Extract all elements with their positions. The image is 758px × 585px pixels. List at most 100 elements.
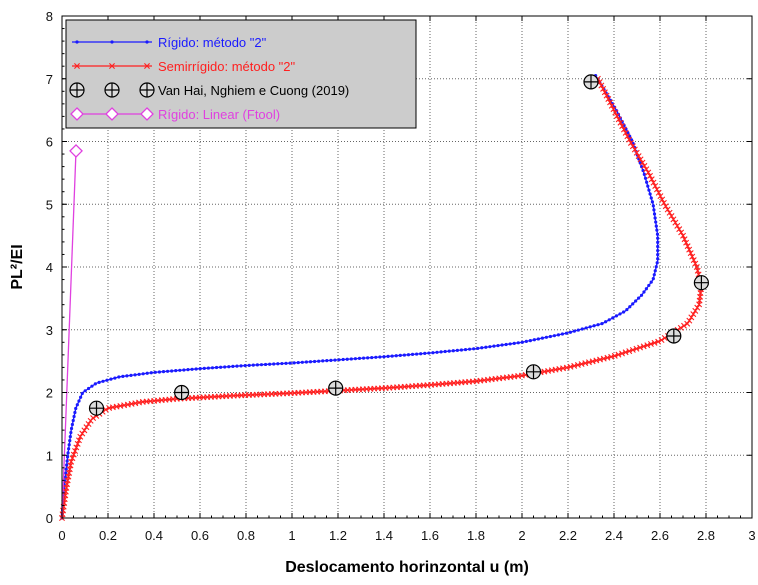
data-point (83, 389, 87, 393)
data-point (492, 344, 496, 348)
data-point (654, 220, 658, 224)
data-point (693, 264, 700, 271)
data-point (109, 63, 115, 69)
data-point (333, 358, 337, 362)
data-point (647, 341, 654, 348)
data-point (651, 277, 655, 281)
x-tick-label: 0.6 (191, 528, 209, 543)
x-tick-label: 0.4 (145, 528, 163, 543)
data-point (276, 362, 280, 366)
data-point (63, 475, 67, 479)
y-tick-label: 1 (46, 448, 53, 463)
data-point (74, 440, 81, 447)
reference-cross (140, 83, 154, 97)
legend-entry-2: Semirrígido: método "2" (72, 59, 296, 74)
reference-cross (666, 329, 681, 344)
data-point (345, 357, 349, 361)
data-point (219, 365, 223, 369)
data-point (635, 153, 642, 160)
x-tick-label: 3 (748, 528, 755, 543)
data-point (642, 172, 646, 176)
data-point (656, 236, 660, 240)
data-point (74, 406, 78, 411)
data-point (629, 143, 636, 150)
data-point (625, 307, 629, 312)
data-point (65, 463, 69, 467)
data-point (651, 204, 655, 208)
x-tick-label: 1.8 (467, 528, 485, 543)
data-point (402, 353, 406, 357)
y-tick-label: 2 (46, 386, 53, 401)
reference-cross (584, 74, 598, 89)
data-point (105, 378, 109, 382)
data-point (357, 356, 362, 361)
data-point (70, 422, 74, 427)
data-point (600, 322, 604, 326)
data-point (353, 357, 358, 361)
data-point (451, 349, 455, 353)
data-point (651, 339, 658, 346)
data-point (680, 232, 687, 239)
data-point (77, 399, 81, 403)
data-point (690, 311, 697, 318)
data-point (544, 335, 548, 339)
legend-label: Rígido: método "2" (158, 35, 267, 50)
data-point (349, 357, 353, 361)
data-point (637, 344, 644, 351)
data-point (652, 208, 656, 212)
data-point (656, 244, 660, 249)
data-point (317, 359, 321, 363)
data-point (210, 366, 215, 370)
data-point (419, 352, 423, 356)
data-point (659, 196, 666, 203)
reference-cross (694, 275, 709, 290)
data-point (552, 334, 557, 338)
data-point (636, 296, 641, 300)
data-point (227, 365, 231, 369)
data-point (268, 362, 272, 366)
data-point (690, 257, 697, 264)
data-point (536, 337, 540, 341)
data-point (688, 314, 695, 321)
data-point (633, 345, 640, 352)
data-point (644, 342, 651, 349)
data-point (617, 119, 624, 126)
y-tick-label: 8 (46, 9, 53, 24)
data-point (239, 364, 243, 368)
legend-label: Semirrígido: método "2" (158, 59, 296, 74)
x-tick-label: 0.8 (237, 528, 255, 543)
data-point (520, 340, 524, 344)
data-point (90, 415, 97, 422)
data-point (649, 280, 653, 284)
reference-cross (526, 364, 541, 379)
y-tick-label: 6 (46, 135, 53, 150)
data-point (560, 332, 565, 336)
legend: Rígido: método "2" Semirrígido: método "2… (65, 19, 417, 129)
data-point (67, 443, 71, 447)
data-point (431, 351, 435, 355)
data-point (670, 216, 677, 223)
data-point (642, 290, 646, 294)
data-point (650, 179, 657, 186)
data-point (140, 107, 154, 121)
data-point (223, 365, 227, 369)
data-point (144, 63, 150, 69)
data-point (145, 371, 149, 375)
data-point (378, 355, 382, 359)
reference-point (583, 74, 599, 90)
data-point (165, 369, 170, 373)
data-point (423, 351, 427, 355)
data-point (145, 40, 149, 44)
data-point (626, 348, 633, 355)
x-tick-label: 1.4 (375, 528, 393, 543)
data-point (615, 116, 622, 123)
data-point (117, 375, 121, 379)
data-point (652, 212, 657, 216)
data-point (406, 353, 411, 357)
data-point (68, 458, 75, 465)
data-point (540, 336, 544, 340)
data-point (655, 189, 662, 196)
reference-point (104, 82, 120, 98)
data-point (64, 471, 68, 475)
data-point (74, 63, 80, 69)
